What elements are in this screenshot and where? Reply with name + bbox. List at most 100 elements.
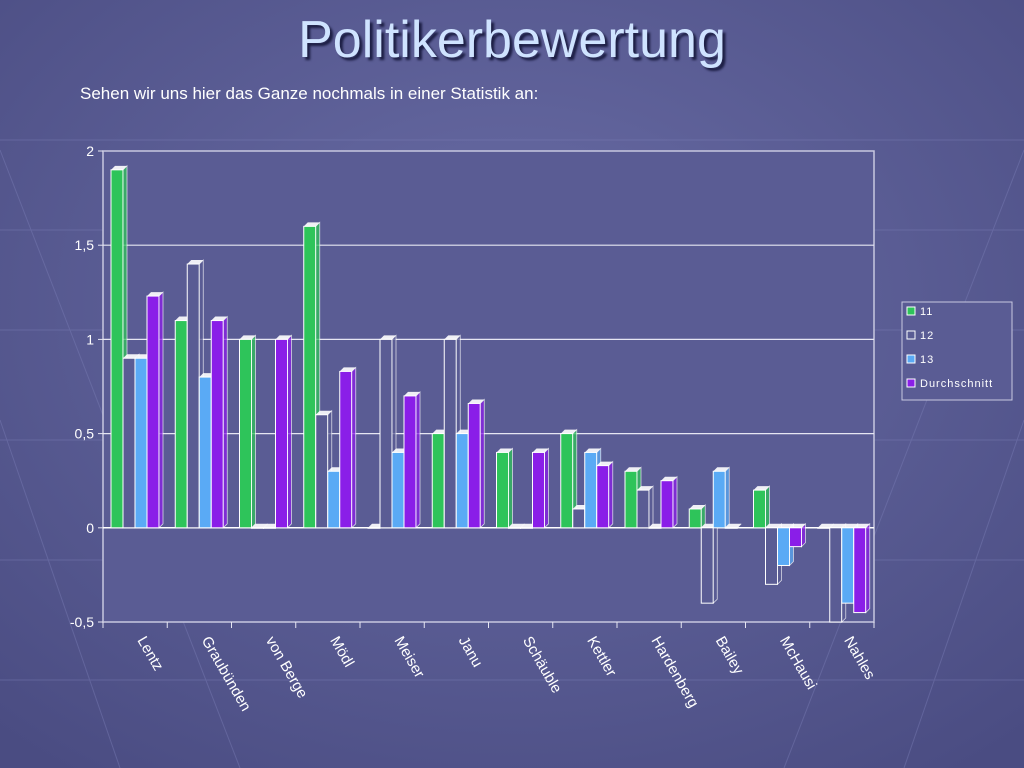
- bar: [403, 390, 421, 529]
- bar-top: [275, 335, 292, 340]
- bar: [210, 315, 228, 529]
- bar: [275, 334, 292, 529]
- bar-top: [853, 523, 870, 528]
- bar-top: [123, 354, 139, 359]
- bar-top: [753, 486, 770, 491]
- bar-front: [210, 320, 224, 529]
- y-tick-label: 2: [86, 143, 94, 159]
- bar-side: [724, 466, 730, 529]
- bar-side: [648, 485, 654, 529]
- bar-top: [817, 523, 834, 528]
- bar-top: [713, 467, 730, 472]
- bar-front: [853, 527, 867, 614]
- bar-top: [596, 461, 613, 466]
- legend-swatch: [906, 306, 916, 316]
- bar-top: [147, 292, 163, 297]
- bar: [712, 466, 730, 529]
- bar-top: [532, 448, 549, 453]
- x-category-label: Meiser: [391, 634, 428, 681]
- bar-top: [637, 486, 653, 491]
- bar-front: [455, 433, 469, 529]
- bar: [496, 447, 513, 529]
- bar-side: [222, 315, 228, 529]
- bar-top: [765, 523, 782, 528]
- bar-side: [608, 460, 614, 529]
- legend-swatch: [906, 354, 916, 364]
- legend: 11 12 13 Durchschnitt: [901, 301, 1013, 401]
- bar-front: [636, 489, 650, 529]
- x-category-label: Graubünden: [198, 634, 254, 715]
- x-axis: Lentz Graubünden von Berge Mödl Meiser Janu Sc…: [102, 622, 878, 715]
- bar-front: [724, 527, 738, 529]
- bar-front: [572, 508, 586, 529]
- bar-side: [287, 334, 292, 529]
- bar-front: [467, 402, 481, 529]
- bar-top: [211, 316, 228, 321]
- bar-front: [496, 451, 509, 529]
- bar-front: [275, 338, 288, 529]
- bar-top: [584, 448, 601, 453]
- y-tick-label: -0,5: [70, 614, 94, 630]
- bar-front: [174, 320, 188, 529]
- legend-swatch: [906, 378, 916, 388]
- bar-side: [158, 291, 164, 529]
- bar: [700, 522, 718, 605]
- bar: [467, 398, 485, 529]
- bar: [853, 522, 871, 614]
- legend-box: [901, 301, 1013, 401]
- legend-label: 12: [920, 330, 934, 342]
- bar-front: [134, 357, 148, 529]
- bar-front: [508, 527, 521, 529]
- x-category-label: Janu: [455, 634, 486, 671]
- bar-front: [829, 527, 843, 623]
- bar-front: [520, 527, 533, 529]
- bar-front: [198, 376, 212, 529]
- bar-side: [672, 475, 678, 529]
- bar-top: [841, 523, 858, 528]
- bar-top: [339, 367, 356, 372]
- bar: [239, 334, 256, 529]
- y-tick-label: 0,5: [75, 426, 95, 442]
- bar-front: [303, 225, 317, 529]
- bar-front: [789, 527, 802, 548]
- x-category-label: Hardenberg: [648, 634, 702, 711]
- plot-area: [102, 150, 875, 623]
- bar-front: [239, 338, 252, 529]
- bar-top: [829, 523, 846, 528]
- bar-top: [380, 335, 396, 340]
- bar-top: [239, 335, 256, 340]
- bar-front: [753, 489, 766, 529]
- bar-front: [817, 527, 831, 529]
- bar-front: [403, 395, 417, 529]
- x-category-label: Bailey: [712, 634, 747, 678]
- bar: [753, 485, 770, 529]
- bar: [596, 460, 614, 529]
- legend-label: 11: [920, 306, 933, 318]
- bar-side: [765, 485, 770, 529]
- bar-front: [700, 527, 714, 604]
- bar-top: [444, 335, 461, 340]
- x-category-label: Kettler: [583, 634, 619, 680]
- bar-side: [508, 447, 513, 529]
- x-category-label: Nahles: [840, 634, 878, 683]
- bar-top: [725, 523, 742, 528]
- bar: [339, 366, 357, 529]
- bar-side: [712, 522, 718, 605]
- bar-front: [712, 470, 726, 529]
- bar-side: [351, 366, 357, 529]
- bar-side: [415, 390, 421, 529]
- bar-side: [479, 398, 485, 529]
- bar: [660, 475, 678, 529]
- bar-front: [584, 451, 598, 529]
- bar-front: [777, 527, 790, 566]
- bar-front: [624, 470, 638, 529]
- bar-top: [111, 165, 127, 170]
- x-category-label: Mödl: [326, 634, 357, 671]
- y-axis: 2 1,5 1 0,5 0 -0,5: [70, 143, 103, 630]
- bar-front: [339, 370, 353, 529]
- bar-front: [560, 433, 574, 529]
- y-tick-label: 1,5: [75, 237, 95, 253]
- bar-top: [404, 391, 420, 396]
- bar-top: [187, 260, 204, 265]
